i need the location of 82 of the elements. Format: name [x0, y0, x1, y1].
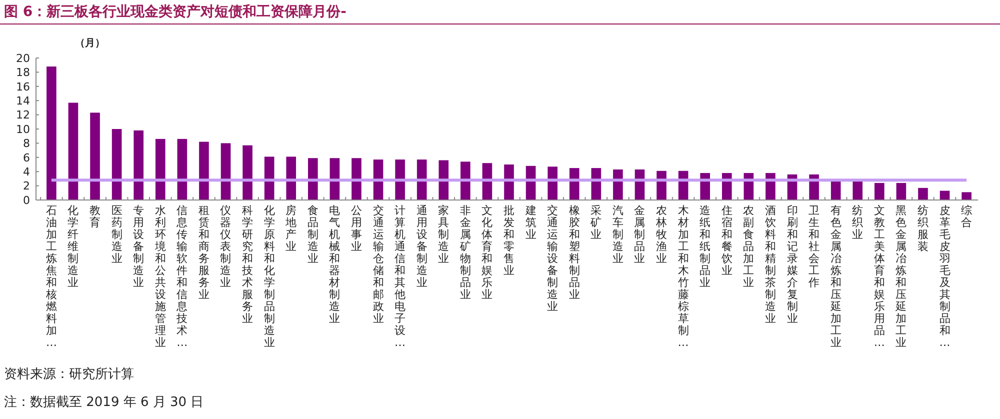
bar	[68, 102, 78, 200]
bar	[46, 66, 56, 200]
x-tick-label: 农林牧渔业	[655, 204, 668, 265]
bar	[308, 158, 318, 200]
bar	[962, 192, 972, 200]
x-tick-label: 纺织业	[852, 204, 864, 241]
category-label: 水利环境和公共设施管理业	[154, 204, 166, 349]
x-tick-label: 房地产业	[284, 204, 297, 253]
x-tick-label: 文化体育和娱乐业	[482, 204, 493, 301]
y-tick-label: 0	[23, 194, 30, 207]
x-tick-label: 金属制品业	[634, 204, 646, 265]
x-tick-label: 批发和零售业	[504, 204, 514, 277]
bar	[90, 112, 100, 200]
bar	[438, 160, 449, 200]
bar	[918, 188, 928, 200]
bar	[896, 182, 906, 200]
x-tick-label: 食品制造业	[307, 204, 318, 265]
bar	[134, 130, 144, 200]
x-tick-label: 采矿业	[590, 204, 602, 241]
x-tick-label: 造纸和纸制品业	[700, 204, 711, 289]
category-label: 文教工美体育和娱乐用品…	[874, 204, 885, 349]
bar	[242, 145, 252, 200]
category-label: 化学原料和化学制品制造业	[264, 204, 275, 349]
bar	[874, 182, 884, 200]
category-label: 有色金属冶炼和压延加工业	[830, 204, 842, 349]
bar	[112, 129, 122, 200]
x-tick-label: 卫生和社会工作	[808, 204, 820, 289]
category-label: 黑色金属冶炼和压延加工业	[896, 204, 907, 349]
bar	[286, 156, 296, 200]
bar	[352, 158, 362, 200]
category-label: 交通运输仓储和邮政业	[372, 204, 384, 325]
category-label: 木材加工和木竹藤棕草制…	[678, 204, 689, 349]
x-tick-label: 家具制造业	[438, 204, 450, 265]
bar	[220, 143, 231, 200]
chart-title: 图 6：新三板各行业现金类资产对短债和工资保障月份-	[4, 3, 347, 20]
category-label: 交通运输设备制造业	[547, 204, 558, 313]
category-label: 酒饮料和精制茶制造业	[764, 204, 776, 325]
bar	[569, 168, 580, 200]
x-tick-label: 住宿和餐饮业	[720, 204, 732, 277]
category-label: 电气机械和器材制造业	[329, 204, 340, 325]
category-label: 科学研究和技术服务业	[242, 204, 254, 325]
y-tick-label: 18	[16, 66, 30, 80]
category-label: 石油加工炼焦和核燃料加…	[46, 204, 57, 349]
y-tick-label: 4	[23, 165, 30, 178]
x-tick-label: 汽车制造业	[612, 204, 624, 265]
x-tick-label: 综合	[961, 204, 972, 229]
y-tick-label: 10	[16, 122, 30, 136]
x-tick-label: 农副食品加工业	[743, 204, 754, 289]
text: 注：数据截至 2019 年 6 月 30 日	[4, 395, 204, 410]
y-tick-label: 20	[16, 52, 30, 65]
x-tick-label: 橡胶和塑料制品业	[568, 204, 580, 301]
x-tick-label: 非金属矿物制品业	[458, 204, 471, 301]
y-tick-label: 6	[23, 151, 30, 164]
category-label: 皮革毛皮羽毛及其制品和…	[939, 204, 950, 349]
y-tick-label: 14	[16, 94, 30, 108]
x-tick-label: 专用设备制造业	[133, 204, 144, 289]
bar	[852, 180, 863, 200]
x-tick-label: 建筑业	[524, 204, 536, 241]
x-tick-label: 医药制造业	[111, 204, 122, 265]
x-tick-label: 纺织服装	[917, 204, 928, 253]
y-tick-label: 2	[23, 180, 30, 193]
bar	[155, 138, 166, 200]
x-tick-label: 仪器仪表制造业	[220, 204, 232, 289]
bar	[504, 164, 514, 200]
bar	[830, 180, 841, 200]
y-tick-label: 8	[23, 137, 30, 150]
x-tick-label: 公用事业	[350, 204, 362, 253]
bar	[395, 160, 405, 200]
x-tick-label: 通用设备制造业	[416, 204, 428, 289]
y-tick-label: 16	[16, 80, 30, 94]
bar	[177, 138, 188, 200]
y-axis-title: （月）	[75, 38, 105, 49]
x-tick-label: 化学纤维制造业	[68, 204, 79, 289]
x-tick-label: 教育	[90, 204, 101, 229]
category-label: 计算机通信和其他电子设…	[394, 204, 406, 349]
category-label: 信息传输软件和信息技术…	[176, 204, 188, 349]
x-tick-label: 租赁和商务服务业	[198, 204, 210, 301]
bar	[460, 162, 470, 200]
bar	[199, 142, 209, 200]
y-tick-label: 12	[16, 108, 30, 122]
text: 资料来源：研究所计算	[4, 367, 134, 382]
category-label: 印刷和记录媒介复制业	[786, 204, 798, 325]
